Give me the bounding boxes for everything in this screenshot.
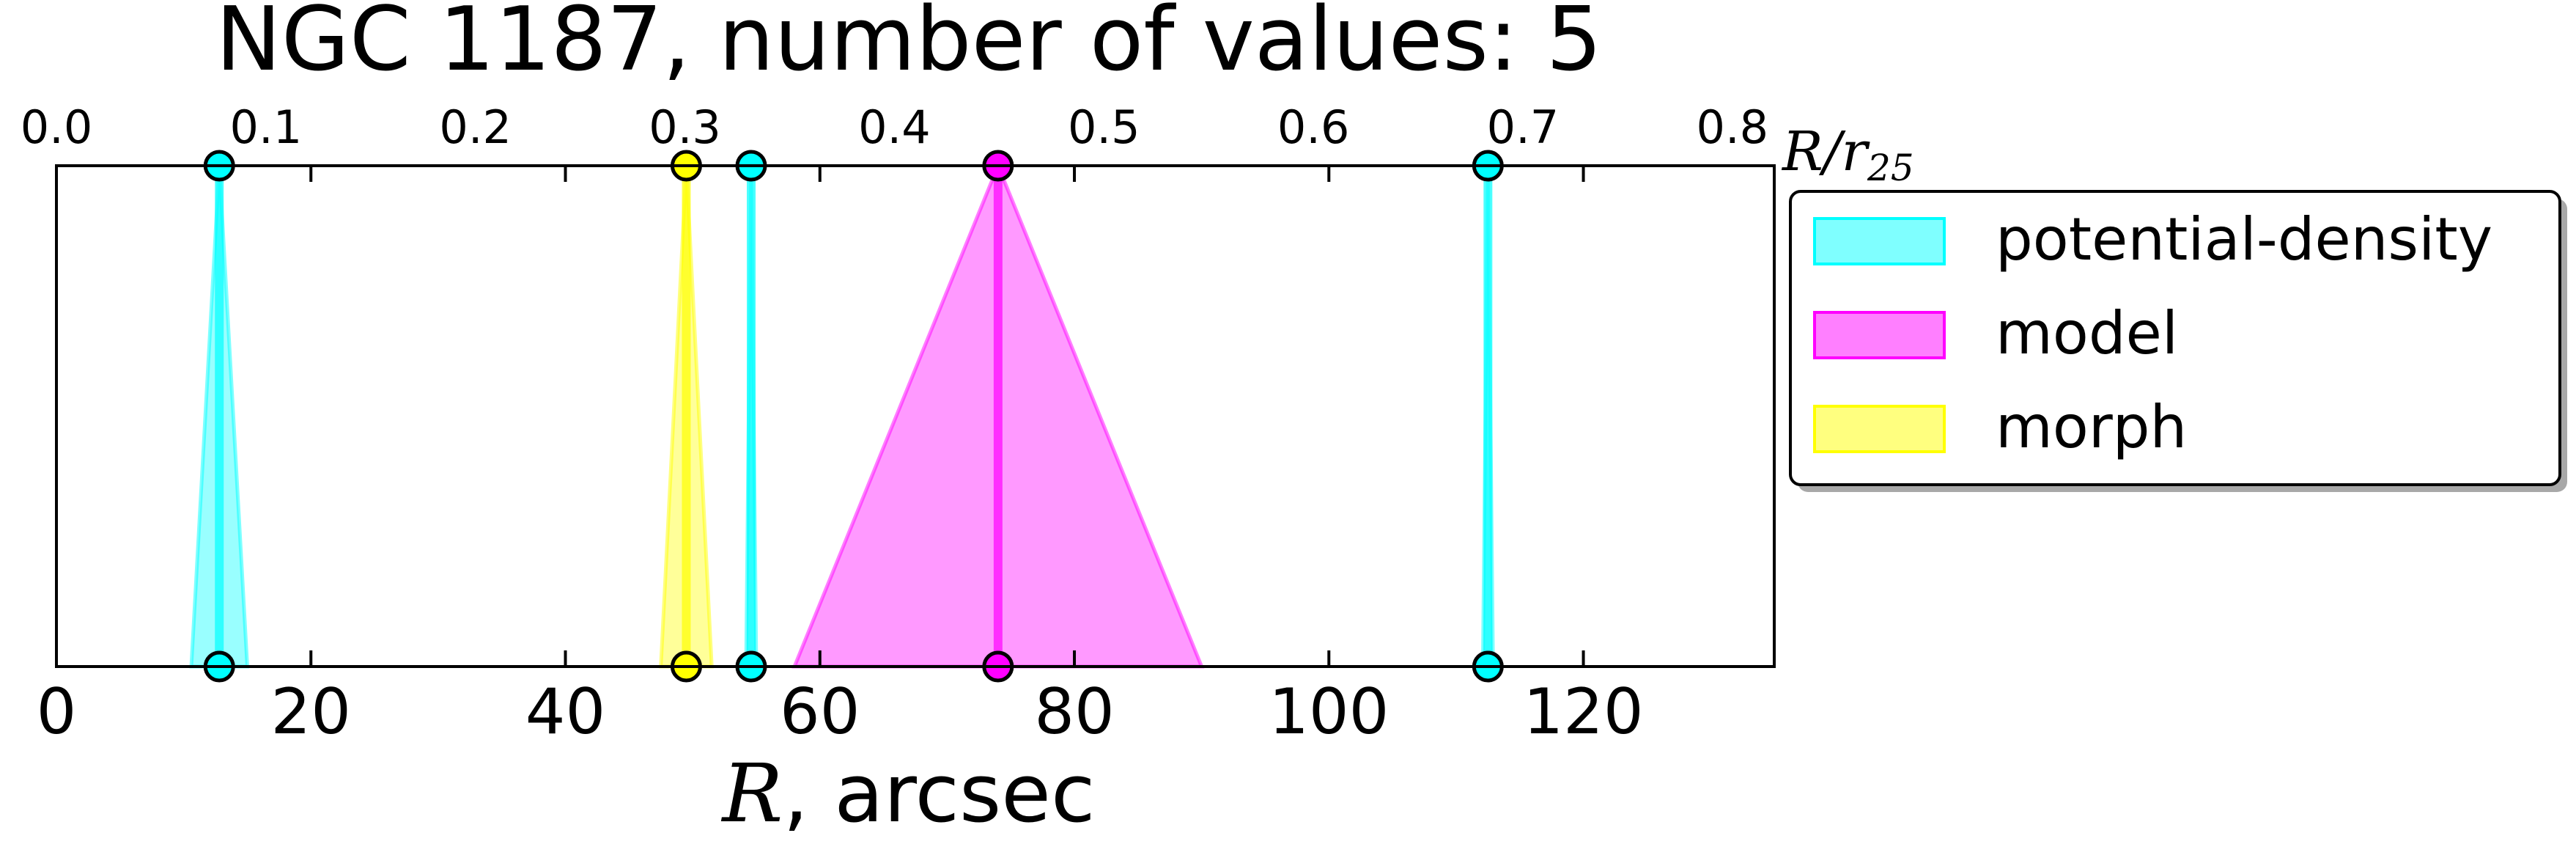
legend-label: model [1996, 299, 2178, 367]
plot-marks [189, 150, 1504, 683]
top-tick-label: 0.8 [1697, 100, 1769, 154]
legend: potential-density model morph [1789, 190, 2567, 492]
top-axis-label-sub: 25 [1867, 147, 1914, 189]
legend-swatch [1813, 405, 1946, 453]
top-tick-label: 0.7 [1487, 100, 1560, 154]
bottom-x-axis: 0 20 40 60 80 100 120 [37, 166, 1644, 749]
legend-swatch [1813, 311, 1946, 359]
bottom-tick-label: 60 [780, 675, 860, 749]
top-tick-label: 0.5 [1068, 100, 1140, 154]
bottom-tick-label: 0 [37, 675, 77, 749]
bottom-tick-label: 40 [525, 675, 605, 749]
top-tick-label: 0.4 [858, 100, 931, 154]
top-x-axis: 0.0 0.1 0.2 0.3 0.4 0.5 0.6 0.7 0.8 [21, 100, 1768, 154]
plot-frame [55, 164, 1776, 668]
legend-box [1789, 190, 2561, 486]
x-axis-label-symbol: R [721, 746, 783, 840]
chart-title: NGC 1187, number of values: 5 [215, 0, 1602, 91]
top-tick-label: 0.1 [230, 100, 303, 154]
legend-label: potential-density [1996, 205, 2492, 274]
x-axis-label-text: , arcsec [783, 746, 1095, 840]
bottom-tick-label: 120 [1523, 675, 1643, 749]
top-tick-label: 0.3 [649, 100, 721, 154]
top-tick-label: 0.6 [1277, 100, 1350, 154]
top-axis-label: R/r25 [1781, 120, 1914, 189]
bottom-tick-label: 100 [1269, 675, 1389, 749]
top-tick-label: 0.2 [439, 100, 512, 154]
x-axis-label: R, arcsec [721, 746, 1096, 840]
bottom-tick-label: 80 [1034, 675, 1114, 749]
bottom-tick-label: 20 [271, 675, 351, 749]
top-axis-label-symbol: R/r [1781, 120, 1871, 183]
legend-swatch [1813, 217, 1946, 265]
legend-label: morph [1996, 393, 2187, 461]
top-tick-label: 0.0 [21, 100, 93, 154]
